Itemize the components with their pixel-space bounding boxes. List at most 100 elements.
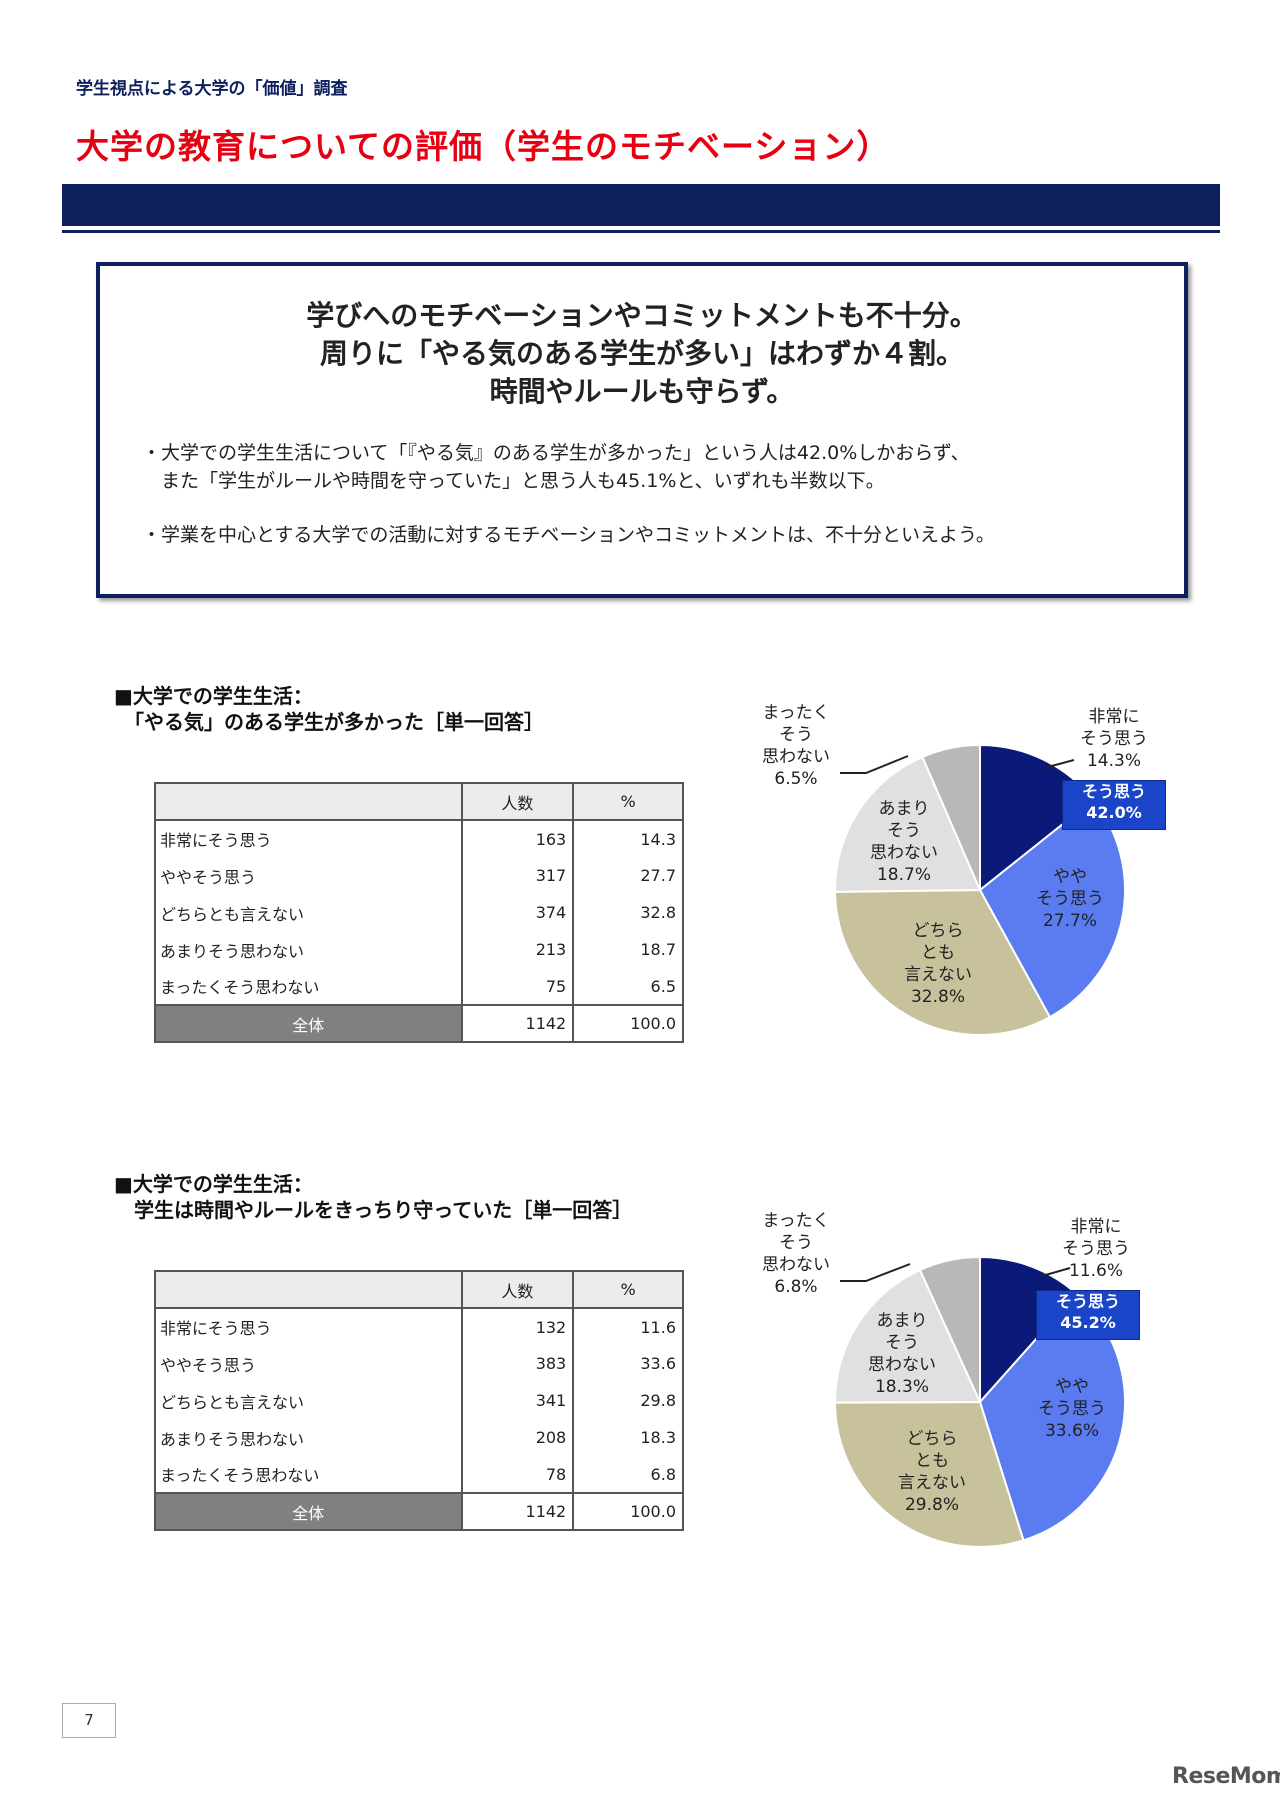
label-line: あまり [878, 799, 930, 819]
table-row: ややそう思う 317 27.7 [154, 857, 684, 894]
table-row: ややそう思う 383 33.6 [154, 1345, 684, 1382]
label-line: 思わない [762, 747, 830, 767]
pie-slice [834, 1268, 982, 1404]
section1-title-line2: 「やる気」のある学生が多かった［単一回答］ [114, 710, 544, 734]
table-total-row: 全体 1142 100.0 [154, 1004, 684, 1043]
label-line: どちら [906, 1429, 958, 1449]
label-line: 6.5% [774, 769, 818, 789]
row-count: 78 [460, 1456, 575, 1494]
site-logo: ReseMom [1172, 1764, 1280, 1789]
table-header-cell: 人数 [460, 1270, 575, 1309]
label-line: 思わない [762, 1255, 830, 1275]
label-line: そう思う [1038, 1399, 1106, 1419]
pie2-label-neutral: どちら とも 言えない 29.8% [898, 1428, 966, 1516]
pie1-label-neutral: どちら とも 言えない 32.8% [904, 920, 972, 1008]
table-row: 非常にそう思う 163 14.3 [154, 820, 684, 857]
label-line: 思わない [870, 843, 938, 863]
label-line: 33.6% [1044, 1421, 1099, 1441]
label-line: 言えない [904, 965, 972, 985]
table-row: まったくそう思わない 78 6.8 [154, 1456, 684, 1494]
label-line: やや [1053, 867, 1087, 887]
leader-line-nottoall [840, 755, 909, 774]
row-label: まったくそう思わない [154, 968, 463, 1006]
headline-line-3: 時間やルールも守らず。 [489, 375, 795, 408]
label-line: そう [885, 1333, 919, 1353]
label-line: とも [915, 1451, 949, 1471]
row-count: 163 [460, 820, 575, 857]
summary-bullet-2: ・学業を中心とする大学での活動に対するモチベーションやコミットメントは、不十分と… [142, 524, 995, 546]
section2-title-line2: 学生は時間やルールをきっちり守っていた［単一回答］ [114, 1198, 633, 1222]
row-percent: 14.3 [572, 820, 684, 857]
pie1-leader-lines [840, 755, 909, 774]
label-line: 32.8% [910, 987, 965, 1007]
callout-value: 45.2% [1060, 1313, 1116, 1332]
label-line: 非常に [1088, 707, 1140, 727]
row-percent: 32.8 [572, 894, 684, 931]
callout-value: 42.0% [1086, 803, 1142, 822]
label-line: そう思う [1062, 1239, 1130, 1259]
row-count: 132 [460, 1308, 575, 1345]
row-label: あまりそう思わない [154, 1419, 463, 1456]
label-line: そう [887, 821, 921, 841]
label-line: そう [779, 725, 813, 745]
row-label: どちらとも言えない [154, 1382, 463, 1419]
label-line: 14.3% [1086, 751, 1141, 771]
total-count: 1142 [460, 1004, 575, 1043]
summary-bullet-1: ・大学での学生生活について「『やる気』のある学生が多かった」という人は42.0%… [142, 442, 970, 464]
row-percent: 33.6 [572, 1345, 684, 1382]
total-label: 全体 [154, 1492, 463, 1531]
section1-title-line1: ■大学での学生生活： [114, 684, 313, 708]
pie-slice [918, 1255, 981, 1403]
row-count: 374 [460, 894, 575, 931]
label-line: 18.7% [876, 865, 931, 885]
pie2-label-somewhat: やや そう思う 33.6% [1038, 1376, 1106, 1442]
table-header-cell: % [572, 782, 684, 821]
pie-slice [921, 743, 981, 891]
total-label: 全体 [154, 1004, 463, 1043]
table-header-row: 人数 % [154, 782, 684, 821]
section1-table: 人数 % 非常にそう思う 163 14.3 ややそう思う 317 27.7 どち… [154, 782, 684, 1043]
header-rule [62, 230, 1220, 233]
pie2-label-notmuch: あまり そう 思わない 18.3% [868, 1310, 936, 1398]
label-line: 非常に [1070, 1217, 1122, 1237]
summary-box: 学びへのモチベーションやコミットメントも不十分。 周りに「やる気のある学生が多い… [96, 262, 1188, 598]
label-line: 6.8% [774, 1277, 818, 1297]
total-percent: 100.0 [572, 1492, 684, 1531]
pie1-label-somewhat: やや そう思う 27.7% [1036, 866, 1104, 932]
table-header-cell: 人数 [460, 782, 575, 821]
table-row: あまりそう思わない 213 18.7 [154, 931, 684, 968]
header-bar [62, 184, 1220, 226]
callout-label: そう思う [1055, 1292, 1120, 1311]
table-header-row: 人数 % [154, 1270, 684, 1309]
row-label: まったくそう思わない [154, 1456, 463, 1494]
table-row: まったくそう思わない 75 6.5 [154, 968, 684, 1006]
label-line: まったく [762, 1211, 830, 1231]
label-line: 11.6% [1068, 1261, 1123, 1281]
row-count: 75 [460, 968, 575, 1006]
row-percent: 18.7 [572, 931, 684, 968]
label-line: やや [1055, 1377, 1089, 1397]
label-line: 27.7% [1042, 911, 1097, 931]
pie1-agree-callout: そう思う 42.0% [1062, 780, 1166, 830]
total-count: 1142 [460, 1492, 575, 1531]
pie2-leader-lines-right [1041, 1267, 1071, 1277]
pie2-agree-callout: そう思う 45.2% [1036, 1290, 1140, 1340]
row-label: ややそう思う [154, 1345, 463, 1382]
label-line: そう思う [1080, 729, 1148, 749]
row-percent: 6.5 [572, 968, 684, 1006]
section2-title-line1: ■大学での学生生活： [114, 1172, 313, 1196]
row-percent: 29.8 [572, 1382, 684, 1419]
row-count: 341 [460, 1382, 575, 1419]
headline-line-1: 学びへのモチベーションやコミットメントも不十分。 [306, 299, 978, 332]
row-count: 317 [460, 857, 575, 894]
table-total-row: 全体 1142 100.0 [154, 1492, 684, 1531]
page-number: 7 [62, 1703, 116, 1738]
row-label: あまりそう思わない [154, 931, 463, 968]
leader-line-very [1043, 759, 1075, 769]
row-percent: 11.6 [572, 1308, 684, 1345]
row-label: 非常にそう思う [154, 820, 463, 857]
label-line: 18.3% [874, 1377, 929, 1397]
page-title: 大学の教育についての評価（学生のモチベーション） [76, 127, 891, 166]
label-line: そう思う [1036, 889, 1104, 909]
label-line: まったく [762, 703, 830, 723]
